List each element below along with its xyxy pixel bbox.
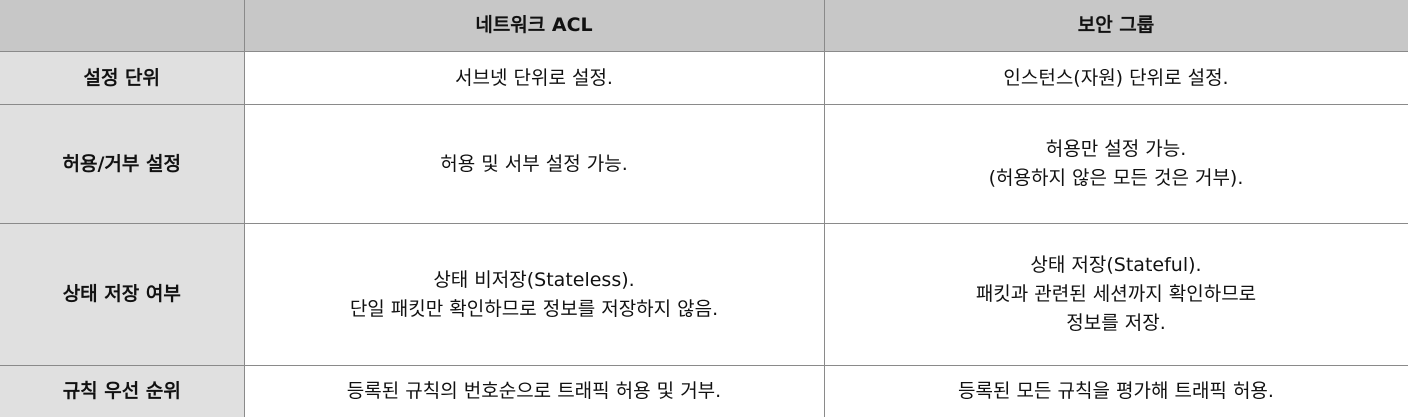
sg-stateful-cell: 상태 저장(Stateful). 패킷과 관련된 세션까지 확인하므로 정보를 … xyxy=(823,223,1408,366)
cell-line: 서브넷 단위로 설정. xyxy=(455,66,613,89)
row-label-stateful: 상태 저장 여부 xyxy=(0,223,245,366)
acl-allow-deny-cell: 허용 및 서부 설정 가능. xyxy=(243,104,825,224)
cell-line: 패킷과 관련된 세션까지 확인하므로 xyxy=(975,283,1257,305)
sg-config-unit-cell: 인스턴스(자원) 단위로 설정. xyxy=(823,51,1408,105)
table-row: 규칙 우선 순위 등록된 규칙의 번호순으로 트래픽 허용 및 거부. 등록된 … xyxy=(0,365,1408,417)
row-label-allow-deny: 허용/거부 설정 xyxy=(0,104,245,224)
sg-allow-deny-cell: 허용만 설정 가능. (허용하지 않은 모든 것은 거부). xyxy=(823,104,1408,224)
row-label-rule-priority: 규칙 우선 순위 xyxy=(0,365,245,417)
cell-line: 등록된 규칙의 번호순으로 트래픽 허용 및 거부. xyxy=(346,380,722,402)
cell-line: 허용만 설정 가능. xyxy=(1045,138,1187,160)
cell-line: 인스턴스(자원) 단위로 설정. xyxy=(1003,66,1229,89)
sg-rule-priority-cell: 등록된 모든 규칙을 평가해 트래픽 허용. xyxy=(823,365,1408,417)
table-row: 상태 저장 여부 상태 비저장(Stateless). 단일 패킷만 확인하므로… xyxy=(0,223,1408,366)
table-row: 허용/거부 설정 허용 및 서부 설정 가능. 허용만 설정 가능. (허용하지… xyxy=(0,104,1408,224)
row-label-config-unit: 설정 단위 xyxy=(0,51,245,105)
cell-line: 정보를 저장. xyxy=(1066,312,1166,334)
cell-line: 상태 저장(Stateful). xyxy=(1030,254,1202,276)
cell-line: (허용하지 않은 모든 것은 거부). xyxy=(988,167,1244,189)
acl-config-unit-cell: 서브넷 단위로 설정. xyxy=(243,51,825,105)
table-row: 설정 단위 서브넷 단위로 설정. 인스턴스(자원) 단위로 설정. xyxy=(0,51,1408,105)
header-corner-cell xyxy=(0,0,245,52)
header-security-group: 보안 그룹 xyxy=(823,0,1408,52)
cell-line: 허용 및 서부 설정 가능. xyxy=(440,152,628,175)
header-network-acl: 네트워크 ACL xyxy=(243,0,825,52)
cell-line: 상태 비저장(Stateless). xyxy=(433,268,635,291)
acl-rule-priority-cell: 등록된 규칙의 번호순으로 트래픽 허용 및 거부. xyxy=(243,365,825,417)
acl-stateful-cell: 상태 비저장(Stateless). 단일 패킷만 확인하므로 정보를 저장하지… xyxy=(243,223,825,366)
cell-line: 단일 패킷만 확인하므로 정보를 저장하지 않음. xyxy=(349,297,719,320)
cell-line: 등록된 모든 규칙을 평가해 트래픽 허용. xyxy=(958,380,1274,402)
header-row: 네트워크 ACL 보안 그룹 xyxy=(0,0,1408,52)
